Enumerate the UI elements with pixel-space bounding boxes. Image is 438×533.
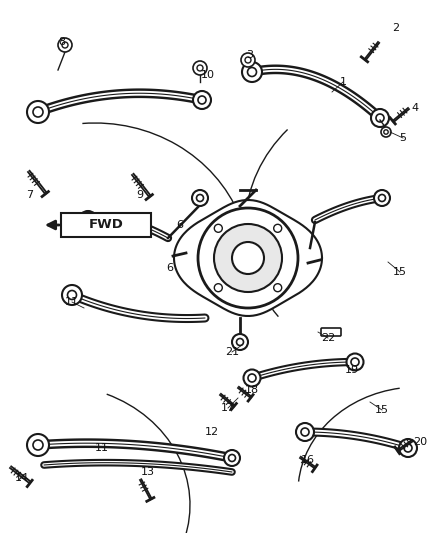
Circle shape	[214, 224, 282, 292]
Text: 11: 11	[95, 443, 109, 453]
Circle shape	[214, 224, 223, 232]
Text: 13: 13	[141, 467, 155, 477]
Text: 16: 16	[301, 455, 315, 465]
Text: 5: 5	[399, 133, 406, 143]
Circle shape	[232, 334, 248, 350]
Text: 3: 3	[247, 50, 254, 60]
Text: 20: 20	[413, 437, 427, 447]
Text: 14: 14	[15, 473, 29, 483]
Text: 6: 6	[166, 263, 173, 273]
Circle shape	[274, 284, 282, 292]
Circle shape	[381, 127, 391, 137]
Circle shape	[371, 109, 389, 127]
Text: FWD: FWD	[88, 219, 124, 231]
Text: 9: 9	[137, 190, 144, 200]
Text: 8: 8	[58, 37, 66, 47]
Circle shape	[198, 208, 298, 308]
Circle shape	[79, 211, 97, 229]
Circle shape	[374, 190, 390, 206]
Text: 11: 11	[65, 297, 79, 307]
Text: 21: 21	[225, 347, 239, 357]
Text: 6: 6	[177, 220, 184, 230]
Circle shape	[346, 353, 364, 370]
Circle shape	[224, 450, 240, 466]
Circle shape	[27, 434, 49, 456]
Text: 2: 2	[392, 23, 399, 33]
Circle shape	[232, 242, 264, 274]
Text: 22: 22	[321, 333, 335, 343]
Circle shape	[214, 284, 223, 292]
Text: 18: 18	[245, 385, 259, 395]
Text: 17: 17	[221, 403, 235, 413]
Circle shape	[242, 62, 262, 82]
Text: 19: 19	[345, 365, 359, 375]
Text: 7: 7	[26, 190, 34, 200]
Circle shape	[244, 369, 261, 386]
Text: 12: 12	[205, 427, 219, 437]
Circle shape	[296, 423, 314, 441]
Text: 15: 15	[375, 405, 389, 415]
Circle shape	[241, 53, 255, 67]
FancyBboxPatch shape	[61, 213, 151, 237]
Text: 10: 10	[201, 70, 215, 80]
Circle shape	[62, 285, 82, 305]
Text: 1: 1	[339, 77, 346, 87]
Text: 15: 15	[393, 267, 407, 277]
Circle shape	[27, 101, 49, 123]
Circle shape	[192, 190, 208, 206]
Polygon shape	[174, 200, 322, 316]
FancyBboxPatch shape	[321, 328, 341, 336]
Circle shape	[399, 439, 417, 457]
Circle shape	[193, 91, 211, 109]
Circle shape	[274, 224, 282, 232]
Circle shape	[193, 61, 207, 75]
Text: 4: 4	[411, 103, 419, 113]
Circle shape	[58, 38, 72, 52]
